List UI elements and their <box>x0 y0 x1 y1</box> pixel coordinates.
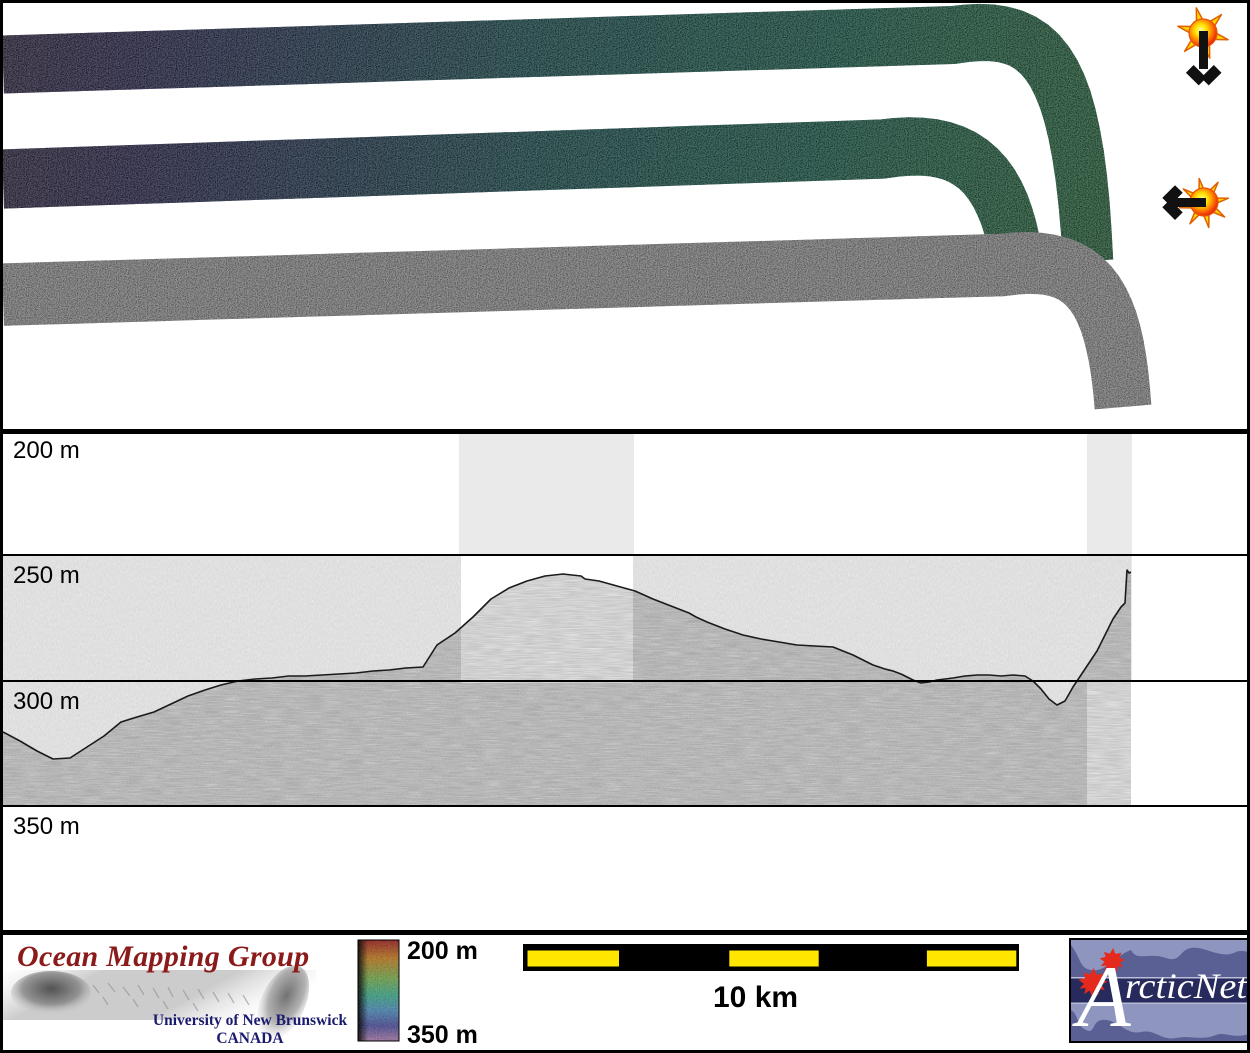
svg-text:rcticNet: rcticNet <box>1125 966 1248 1006</box>
svg-text:A: A <box>1072 949 1132 1041</box>
